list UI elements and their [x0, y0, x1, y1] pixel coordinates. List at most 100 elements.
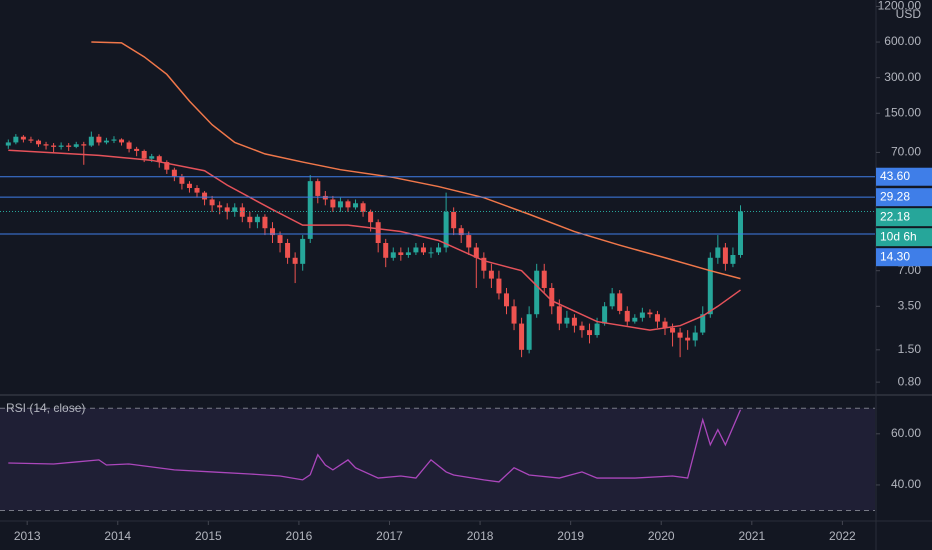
candle-body [526, 314, 532, 350]
y-tick-label: 7.00 [898, 263, 922, 277]
candle-body [322, 195, 328, 200]
candle-body [73, 144, 79, 147]
candle-body [111, 139, 117, 141]
price-line-label: 14.30 [880, 249, 910, 263]
y-tick-label: 40.00 [891, 477, 921, 491]
candle-body [519, 323, 525, 350]
candle-body [602, 306, 608, 324]
candle-body [307, 181, 313, 239]
y-tick-label: 600.00 [884, 34, 921, 48]
x-tick-label: 2021 [738, 529, 765, 543]
candle-body [722, 247, 728, 264]
candle-body [119, 139, 125, 143]
candle-body [66, 145, 72, 147]
y-tick-label: 0.80 [898, 374, 922, 388]
candle-body [436, 247, 442, 253]
candle-body [730, 255, 736, 264]
candle-body [209, 199, 215, 206]
y-tick-label: 300.00 [884, 70, 921, 84]
candle-body [269, 228, 275, 236]
candle-body [315, 181, 321, 196]
x-tick-label: 2022 [829, 529, 856, 543]
candle-body [473, 247, 479, 258]
candle-body [58, 145, 64, 147]
x-tick-label: 2016 [286, 529, 313, 543]
candle-body [662, 321, 668, 328]
candle-body [670, 327, 676, 333]
y-tick-label: 1200.00 [878, 0, 922, 13]
candle-body [337, 201, 343, 208]
candle-body [654, 314, 660, 322]
candle-body [5, 142, 11, 146]
rsi-title: RSI (14, close) [6, 401, 85, 415]
price-line-label: 43.60 [880, 169, 910, 183]
candle-body [715, 247, 721, 258]
candle-body [692, 332, 698, 341]
candle-body [285, 243, 291, 258]
candle-body [632, 317, 638, 322]
candle-body [390, 252, 396, 258]
candle-body [239, 207, 245, 217]
candle-body [587, 330, 593, 336]
candle-body [443, 211, 449, 248]
candle-body [330, 199, 336, 208]
candle-body [164, 162, 170, 170]
x-tick-label: 2017 [376, 529, 403, 543]
candle-body [534, 270, 540, 315]
candle-body [685, 337, 691, 341]
candle-body [194, 188, 200, 193]
candle-body [368, 211, 374, 223]
x-tick-label: 2015 [195, 529, 222, 543]
x-tick-label: 2013 [14, 529, 41, 543]
candle-body [541, 270, 547, 288]
candle-body [179, 176, 185, 184]
candle-body [202, 192, 208, 200]
candle-body [617, 293, 623, 311]
countdown-label-bg [876, 228, 932, 247]
candle-body [556, 306, 562, 324]
currency: USD [896, 7, 922, 21]
candle-body [186, 183, 192, 189]
candle-body [420, 247, 426, 253]
candle-body [126, 142, 132, 149]
candle-body [405, 252, 411, 256]
candle-body [51, 145, 57, 147]
candle-body [700, 314, 706, 333]
last-price-label-bg [876, 208, 932, 227]
candle-body [677, 332, 683, 338]
candle-body [503, 293, 509, 307]
candle-body [96, 136, 102, 143]
y-tick-label: 60.00 [891, 426, 921, 440]
candle-body [20, 136, 26, 140]
candle-body [564, 317, 570, 324]
x-tick-label: 2020 [648, 529, 675, 543]
candle-body [262, 216, 268, 229]
candle-body [88, 136, 94, 146]
candle-body [277, 235, 283, 244]
candle-body [232, 207, 238, 212]
candle-body [458, 228, 464, 236]
candle-body [624, 310, 630, 322]
candle-body [35, 140, 41, 145]
candle-body [360, 203, 366, 212]
candle-body [451, 211, 457, 229]
candle-body [466, 235, 472, 248]
countdown-label: 10d 6h [880, 229, 917, 243]
y-tick-label: 150.00 [884, 105, 921, 119]
x-tick-label: 2018 [467, 529, 494, 543]
candle-body [300, 238, 306, 264]
candle-body [481, 257, 487, 271]
candle-body [375, 222, 381, 244]
candle-body [81, 144, 87, 146]
x-tick-label: 2019 [557, 529, 584, 543]
y-tick-label: 3.50 [898, 298, 922, 312]
x-tick-label: 2014 [104, 529, 131, 543]
last-price-label: 22.18 [880, 209, 910, 223]
candle-body [141, 150, 147, 159]
candle-body [28, 139, 34, 141]
candle-body [134, 148, 140, 151]
candle-body [156, 156, 162, 163]
candle-body [609, 293, 615, 307]
